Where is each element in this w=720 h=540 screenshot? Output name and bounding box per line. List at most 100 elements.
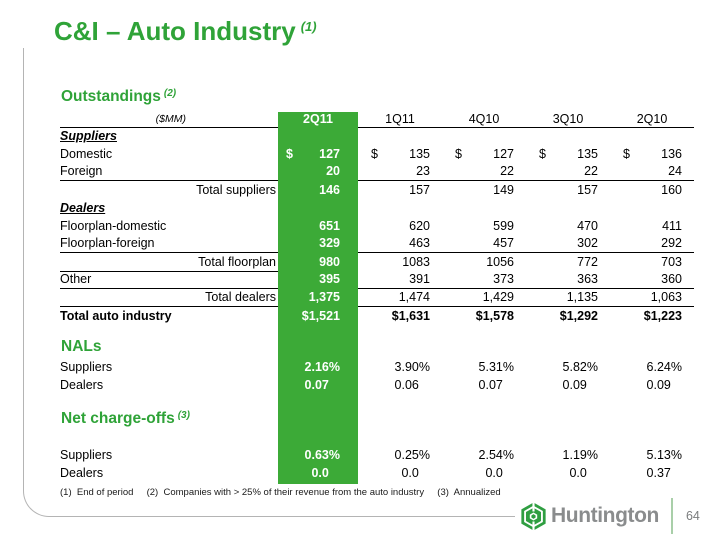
row-label: Total dealers bbox=[205, 290, 276, 304]
table-row: Floorplan-foreign 329 463 457 302 292 bbox=[60, 235, 694, 253]
dollar-sign: $ bbox=[455, 147, 462, 161]
table-row: Other 395 391 373 363 360 bbox=[60, 271, 694, 289]
cell-1q11: 0.06% bbox=[394, 378, 419, 392]
cell-3q10: $135 bbox=[539, 147, 598, 161]
cell-4q10: $127 bbox=[455, 147, 514, 161]
table-row: Total dealers 1,375 1,474 1,429 1,135 1,063 bbox=[60, 289, 694, 307]
dollar-sign: $ bbox=[371, 147, 378, 161]
cell-2q10: $136 bbox=[623, 147, 682, 161]
cell-3q10: 470 bbox=[577, 219, 598, 233]
highlight-column-2q11 bbox=[278, 112, 358, 484]
huntington-hexagon-icon bbox=[521, 502, 546, 530]
cell-2q10: 5.13% bbox=[646, 448, 682, 462]
section-heading-outstandings: Outstandings (2) bbox=[61, 88, 177, 105]
slide-title: C&I – Auto Industry (1) bbox=[54, 16, 317, 47]
row-label: Foreign bbox=[60, 164, 103, 178]
slide-title-footnote-ref: (1) bbox=[300, 19, 317, 34]
cell-2q10: 703 bbox=[661, 255, 682, 269]
cell-1q11: $135 bbox=[371, 147, 430, 161]
row-label: Other bbox=[60, 272, 92, 286]
unit-label: ($MM) bbox=[155, 113, 186, 125]
cell-1q11: 463 bbox=[409, 236, 430, 250]
cell-4q10: 373 bbox=[493, 272, 514, 286]
row-label: Floorplan-domestic bbox=[60, 219, 167, 233]
net-charge-offs-footnote-ref: (3) bbox=[177, 410, 190, 421]
financial-table: ($MM) 2Q11 1Q11 4Q10 3Q10 2Q10 Suppliers… bbox=[60, 112, 694, 484]
cell-4q10: 599 bbox=[493, 219, 514, 233]
column-header-4q10: 4Q10 bbox=[468, 112, 500, 126]
cell-3q10: 0.09% bbox=[562, 378, 587, 392]
row-label: Suppliers bbox=[60, 448, 113, 462]
cell-2q11: 0.07% bbox=[304, 378, 329, 392]
cell-2q10: 411 bbox=[662, 219, 682, 233]
cell-2q10: 292 bbox=[661, 236, 682, 250]
cell-4q10: 5.31% bbox=[478, 360, 514, 374]
table-row: Foreign 20 23 22 22 24 bbox=[60, 163, 694, 181]
cell-3q10: $1,292 bbox=[559, 309, 598, 323]
cell-1q11: 1,474 bbox=[398, 290, 430, 304]
cell-3q10: 5.82% bbox=[562, 360, 598, 374]
cell-4q10: 457 bbox=[493, 236, 514, 250]
page-number: 64 bbox=[685, 509, 700, 523]
row-label: Suppliers bbox=[60, 129, 117, 143]
outstandings-footnote-ref: (2) bbox=[163, 88, 177, 99]
cell-2q11: 0.0% bbox=[311, 466, 329, 480]
cell-1q11: 23 bbox=[416, 164, 430, 178]
slide-title-text: C&I – Auto Industry bbox=[54, 16, 296, 46]
cell-2q11: $127 bbox=[286, 147, 340, 161]
cell-1q11: $1,631 bbox=[391, 309, 430, 323]
cell-2q10: $1,223 bbox=[643, 309, 682, 323]
cell-2q11: 980 bbox=[319, 255, 340, 269]
cell-2q10: 360 bbox=[661, 272, 682, 286]
cell-3q10: 1,135 bbox=[566, 290, 598, 304]
rows-outstandings: Suppliers Domestic $127 $135 $127 $135 $136 For… bbox=[60, 127, 694, 325]
column-header-3q10: 3Q10 bbox=[552, 112, 584, 126]
table-row: Total auto industry $1,521 $1,631 $1,578 $1,… bbox=[60, 307, 694, 325]
table-row: Suppliers 0.63% 0.25% 2.54% 1.19% 5.13% bbox=[60, 446, 694, 464]
cell-2q11: 329 bbox=[319, 236, 340, 250]
cell-3q10: 1.19% bbox=[562, 448, 598, 462]
row-label: Total suppliers bbox=[196, 183, 276, 197]
cell-3q10: 302 bbox=[577, 236, 598, 250]
cell-3q10: 22 bbox=[584, 164, 598, 178]
cell-3q10: 157 bbox=[577, 183, 598, 197]
cell-2q11: 20 bbox=[326, 164, 340, 178]
row-label: Dealers bbox=[60, 201, 106, 215]
table-row: Dealers 0.0% 0.0% 0.0% 0.0% 0.37% bbox=[60, 464, 694, 482]
cell-2q10: 0.09% bbox=[646, 378, 671, 392]
cell-2q10: 6.24% bbox=[646, 360, 682, 374]
table-row: Suppliers 2.16% 3.90% 5.31% 5.82% 6.24% bbox=[60, 358, 694, 376]
row-label: Domestic bbox=[60, 147, 113, 161]
footnote: (1) End of period (2) Companies with > 2… bbox=[60, 487, 501, 498]
table-header-row: ($MM) 2Q11 1Q11 4Q10 3Q10 2Q10 bbox=[60, 112, 694, 128]
cell-2q11: 2.16% bbox=[304, 360, 340, 374]
cell-2q10: 0.37% bbox=[646, 466, 671, 480]
content-frame-border bbox=[23, 48, 515, 517]
cell-2q10: 160 bbox=[661, 183, 682, 197]
section-heading-nals: NALs bbox=[61, 338, 102, 355]
cell-4q10: 0.0% bbox=[485, 466, 503, 480]
cell-1q11: 391 bbox=[409, 272, 430, 286]
column-header-2q10: 2Q10 bbox=[636, 112, 668, 126]
row-label: Floorplan-foreign bbox=[60, 236, 155, 250]
table-row: Domestic $127 $135 $127 $135 $136 bbox=[60, 145, 694, 163]
cell-1q11: 1083 bbox=[402, 255, 430, 269]
row-label: Suppliers bbox=[60, 360, 113, 374]
huntington-logo: Huntington 64 bbox=[520, 496, 700, 536]
cell-2q11: 146 bbox=[319, 183, 340, 197]
column-header-2q11: 2Q11 bbox=[303, 112, 333, 126]
section-heading-net-charge-offs: Net charge-offs (3) bbox=[61, 410, 190, 427]
cell-3q10: 363 bbox=[577, 272, 598, 286]
cell-4q10: 1056 bbox=[486, 255, 514, 269]
cell-4q10: 1,429 bbox=[482, 290, 514, 304]
cell-2q11: 1,375 bbox=[308, 290, 340, 304]
row-label: Total auto industry bbox=[60, 309, 172, 323]
logo-page-divider bbox=[670, 498, 673, 534]
logo-wordmark: Huntington bbox=[551, 504, 659, 527]
cell-2q11: 651 bbox=[319, 219, 340, 233]
dollar-sign: $ bbox=[539, 147, 546, 161]
dollar-sign: $ bbox=[286, 147, 293, 161]
rows-nals: Suppliers 2.16% 3.90% 5.31% 5.82% 6.24% Dealer… bbox=[60, 358, 694, 394]
row-label: Total floorplan bbox=[60, 253, 278, 272]
cell-1q11: 620 bbox=[409, 219, 430, 233]
